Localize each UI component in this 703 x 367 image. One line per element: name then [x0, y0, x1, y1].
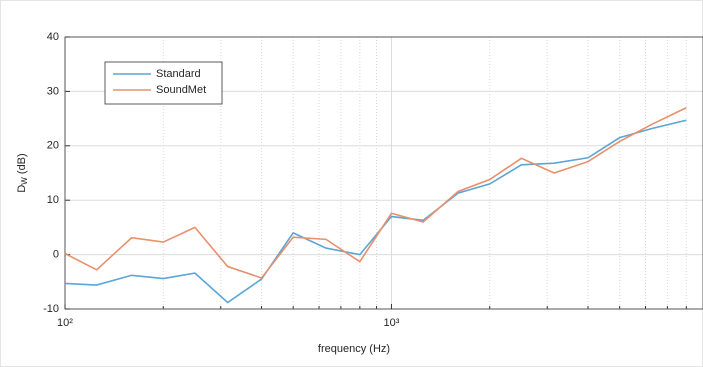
y-tick-label: 40: [47, 31, 59, 43]
legend: [104, 61, 223, 105]
y-tick-label: 0: [53, 249, 59, 261]
line-series: [64, 119, 687, 304]
y-axis-label: DW (dB): [16, 153, 29, 192]
axes-box: [64, 36, 703, 310]
legend-label: SoundMet: [156, 84, 206, 96]
y-tick-label: 20: [47, 140, 59, 152]
y-tick-label: -10: [43, 303, 59, 315]
y-tick-label: 30: [47, 85, 59, 97]
y-tick-label: 10: [47, 194, 59, 206]
x-axis-label: frequency (Hz): [318, 343, 390, 355]
x-tick-label: 10³: [384, 317, 400, 329]
line-series: [64, 106, 687, 279]
x-tick-label: 10²: [57, 317, 73, 329]
legend-label: Standard: [156, 68, 201, 80]
